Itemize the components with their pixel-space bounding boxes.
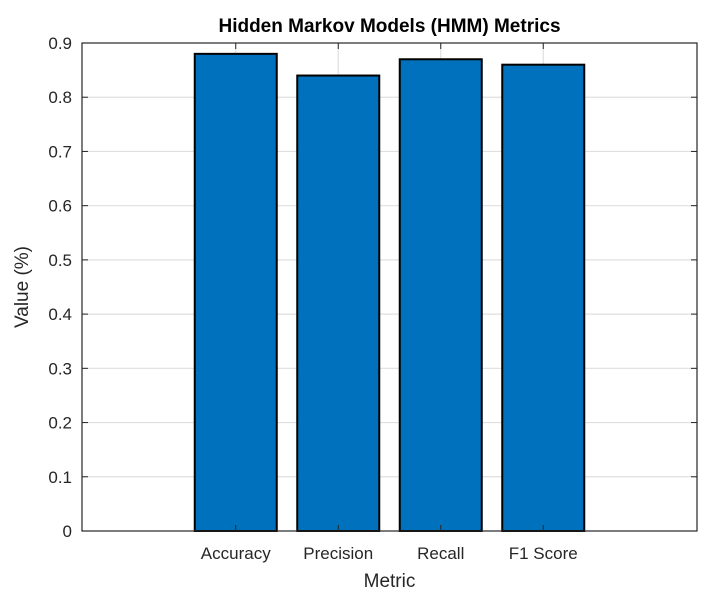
bar-f1-score [501,63,586,532]
y-tick-label: 0.2 [48,414,72,433]
y-tick-label: 0 [63,522,72,541]
y-axis-label: Value (%) [12,246,33,328]
y-tick-label: 0.6 [48,197,72,216]
y-tick-label: 0.4 [48,305,72,324]
bar-precision [296,74,381,533]
plot-frame [81,42,698,532]
bars [193,52,586,533]
y-tick-label: 0.7 [48,142,72,161]
chart-title: Hidden Markov Models (HMM) Metrics [218,16,560,37]
x-tick-label: Accuracy [201,544,271,563]
x-tick-label: F1 Score [509,544,578,563]
y-tick-label: 0.5 [48,251,72,270]
x-tick-label: Precision [303,544,373,563]
x-axis-label: Metric [364,571,416,592]
x-tick-label: Recall [417,544,464,563]
bar-accuracy [193,52,278,532]
y-tick-label: 0.1 [48,468,72,487]
x-tick-labels: Accuracy Precision Recall F1 Score [201,43,578,563]
plot-area [82,43,697,531]
y-tick-label: 0.8 [48,88,72,107]
y-tick-label: 0.3 [48,359,72,378]
y-tick-label: 0.9 [48,34,72,53]
bar-recall [398,58,483,533]
y-tick-labels: 0 0.1 0.2 0.3 0.4 0.5 0.6 0.7 0.8 0.9 [48,34,697,541]
